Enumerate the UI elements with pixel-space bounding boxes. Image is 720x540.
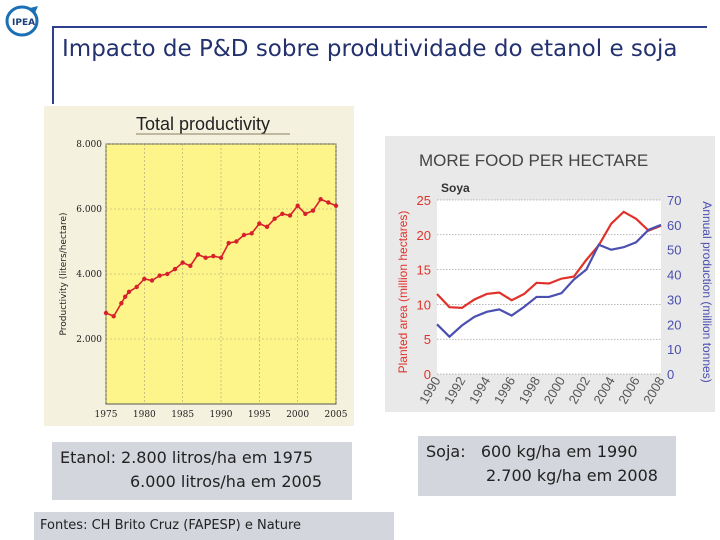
slide-title: Impacto de P&D sobre produtividade do et… (62, 36, 678, 62)
left-data-point (241, 232, 247, 238)
left-ytick-label: 2.000 (76, 335, 102, 345)
left-xtick-label: 1985 (171, 410, 194, 420)
left-xtick-label: 1990 (210, 410, 233, 420)
left-data-point (103, 310, 109, 316)
left-data-point (211, 253, 216, 259)
left-data-point (134, 284, 139, 290)
ethanol-caption-line1: Etanol: 2.800 litros/ha em 1975 (60, 448, 314, 467)
left-data-point (218, 255, 224, 260)
left-xtick-label: 1995 (248, 410, 271, 420)
right-right-ytick-label: 60 (667, 218, 681, 233)
left-data-point (165, 271, 170, 277)
right-right-axis-label: Annual production (million tonnes) (700, 201, 714, 382)
right-chart-title: MORE FOOD PER HECTARE (419, 151, 648, 170)
left-data-point (287, 213, 293, 218)
left-data-point (310, 208, 316, 213)
soya-caption-line2: 2.700 kg/ha em 2008 (486, 466, 658, 485)
left-data-point (126, 289, 132, 295)
right-right-ytick-label: 40 (667, 268, 681, 283)
right-right-ytick-label: 20 (667, 317, 681, 332)
left-data-point (180, 260, 185, 265)
left-ytick-label: 4.000 (76, 270, 102, 280)
logo-text: IPEA (12, 18, 35, 28)
left-data-point (249, 231, 254, 236)
soya-caption-line1: Soja: 600 kg/ha em 1990 (426, 442, 638, 461)
left-data-point (257, 221, 262, 226)
left-data-point (203, 255, 208, 260)
left-xtick-label: 2000 (286, 410, 309, 420)
right-chart-subtitle: Soya (441, 181, 470, 195)
left-data-point (272, 216, 277, 221)
ipea-logo: IPEA (4, 4, 42, 38)
soya-caption: Soja: 600 kg/ha em 1990 2.700 kg/ha em 2… (418, 436, 676, 496)
left-data-point (226, 240, 231, 246)
right-right-ytick-label: 70 (667, 193, 681, 208)
right-left-ytick-label: 25 (417, 193, 431, 208)
ethanol-caption-line2: 6.000 litros/ha em 2005 (130, 472, 323, 491)
left-ytick-label: 8.000 (76, 140, 102, 150)
right-right-ytick-label: 50 (667, 243, 681, 258)
left-data-point (188, 263, 193, 269)
soya-chart: MORE FOOD PER HECTARE Soya 0 5 10 15 20 25 0 10 20… (385, 136, 715, 412)
left-y-axis-label: Productivity (liters/hectare) (59, 213, 69, 336)
left-data-point (234, 239, 239, 244)
right-left-ytick-label: 20 (417, 228, 431, 243)
right-left-ytick-label: 0 (424, 367, 431, 382)
right-left-axis-label: Planted area (million hectares) (396, 211, 410, 374)
title-bracket (52, 26, 707, 104)
left-chart-title: Total productivity (136, 114, 270, 134)
left-data-point (303, 211, 308, 217)
right-right-ytick-label: 30 (667, 292, 681, 307)
left-data-point (157, 273, 162, 278)
left-data-point (318, 197, 323, 202)
left-data-point (142, 276, 147, 282)
ethanol-caption: Etanol: 2.800 litros/ha em 1975 6.000 li… (52, 442, 352, 500)
left-data-point (195, 252, 201, 257)
left-xtick-label: 1975 (95, 410, 118, 420)
right-right-ytick-label: 0 (667, 367, 674, 382)
right-left-ytick-label: 15 (417, 263, 431, 278)
left-data-point (333, 203, 339, 208)
right-production-line (436, 223, 662, 339)
right-plot-area (437, 200, 661, 374)
right-right-ytick-label: 10 (667, 342, 681, 357)
right-left-ytick-label: 5 (424, 332, 431, 347)
right-left-ytick-label: 10 (417, 297, 431, 312)
left-data-point (111, 314, 116, 319)
left-data-point (172, 266, 178, 272)
left-ytick-label: 6.000 (76, 205, 102, 215)
left-data-point (119, 301, 124, 306)
left-data-point (326, 200, 331, 205)
left-xtick-label: 2005 (325, 410, 348, 420)
ethanol-productivity-chart: Total productivity 1975 1980 1985 1990 1995 20… (44, 106, 354, 426)
left-xtick-label: 1980 (133, 410, 156, 420)
left-data-point (149, 278, 155, 283)
sources-note: Fontes: CH Brito Cruz (FAPESP) e Nature (34, 512, 394, 540)
right-planted-area-line (436, 210, 662, 309)
left-data-point (280, 211, 285, 217)
left-data-point (122, 294, 128, 299)
left-data-point (264, 224, 270, 230)
left-data-point (295, 203, 300, 208)
